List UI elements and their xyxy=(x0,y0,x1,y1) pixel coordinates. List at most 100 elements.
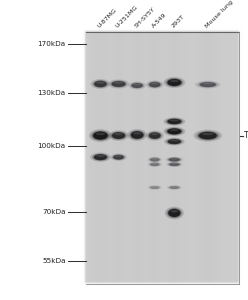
Ellipse shape xyxy=(202,133,214,135)
Ellipse shape xyxy=(93,154,108,160)
Ellipse shape xyxy=(108,80,129,88)
Ellipse shape xyxy=(167,139,182,144)
Ellipse shape xyxy=(112,132,125,139)
Ellipse shape xyxy=(203,83,213,84)
Ellipse shape xyxy=(168,209,180,217)
Ellipse shape xyxy=(93,131,108,140)
Ellipse shape xyxy=(148,81,162,88)
Ellipse shape xyxy=(165,207,184,219)
Ellipse shape xyxy=(152,186,158,187)
Ellipse shape xyxy=(149,157,161,162)
Text: Mouse lung: Mouse lung xyxy=(204,0,234,29)
Ellipse shape xyxy=(93,80,109,88)
Ellipse shape xyxy=(91,79,110,89)
Ellipse shape xyxy=(170,210,178,213)
Ellipse shape xyxy=(168,128,181,134)
Text: U-87MG: U-87MG xyxy=(97,8,118,29)
Ellipse shape xyxy=(149,82,161,88)
Ellipse shape xyxy=(169,186,180,189)
Ellipse shape xyxy=(89,129,112,142)
Ellipse shape xyxy=(133,132,141,135)
Ellipse shape xyxy=(110,131,127,140)
Ellipse shape xyxy=(94,81,107,87)
Ellipse shape xyxy=(168,119,181,124)
Ellipse shape xyxy=(165,128,183,135)
Ellipse shape xyxy=(129,130,145,140)
Ellipse shape xyxy=(169,163,180,166)
Ellipse shape xyxy=(166,138,183,145)
Ellipse shape xyxy=(166,185,182,190)
Ellipse shape xyxy=(111,81,126,87)
Ellipse shape xyxy=(110,80,127,88)
Text: TRPC7: TRPC7 xyxy=(244,131,248,140)
Ellipse shape xyxy=(169,186,179,189)
Ellipse shape xyxy=(193,130,222,142)
Ellipse shape xyxy=(96,82,104,84)
Ellipse shape xyxy=(167,157,182,162)
Ellipse shape xyxy=(91,130,110,141)
Ellipse shape xyxy=(168,139,181,144)
Ellipse shape xyxy=(170,140,179,141)
Text: 293T: 293T xyxy=(171,14,186,29)
Ellipse shape xyxy=(167,79,182,86)
Ellipse shape xyxy=(150,158,159,161)
Ellipse shape xyxy=(146,130,164,141)
Ellipse shape xyxy=(169,163,180,166)
Ellipse shape xyxy=(200,82,216,87)
Ellipse shape xyxy=(108,130,129,141)
Ellipse shape xyxy=(198,131,218,140)
Ellipse shape xyxy=(131,83,143,88)
Ellipse shape xyxy=(114,82,123,84)
Text: U-251MG: U-251MG xyxy=(115,5,139,29)
Ellipse shape xyxy=(150,163,159,166)
Ellipse shape xyxy=(133,84,141,85)
Ellipse shape xyxy=(165,78,183,87)
Ellipse shape xyxy=(94,81,107,87)
Ellipse shape xyxy=(128,82,146,89)
Ellipse shape xyxy=(167,128,182,135)
Ellipse shape xyxy=(171,158,178,159)
Ellipse shape xyxy=(163,77,185,88)
Ellipse shape xyxy=(150,186,159,189)
Ellipse shape xyxy=(130,82,144,89)
Ellipse shape xyxy=(163,117,185,126)
Ellipse shape xyxy=(149,162,161,167)
Ellipse shape xyxy=(150,186,160,189)
Ellipse shape xyxy=(149,132,161,139)
Ellipse shape xyxy=(114,133,123,135)
Ellipse shape xyxy=(150,163,160,166)
Ellipse shape xyxy=(147,185,162,190)
Text: 170kDa: 170kDa xyxy=(38,40,66,46)
Ellipse shape xyxy=(168,79,181,86)
Ellipse shape xyxy=(96,133,105,135)
Ellipse shape xyxy=(168,186,181,189)
Ellipse shape xyxy=(195,81,221,88)
Ellipse shape xyxy=(151,133,158,135)
Ellipse shape xyxy=(168,158,181,162)
Ellipse shape xyxy=(170,119,179,121)
Ellipse shape xyxy=(163,127,185,136)
Ellipse shape xyxy=(151,82,158,84)
Ellipse shape xyxy=(199,132,217,139)
Ellipse shape xyxy=(92,153,109,161)
Ellipse shape xyxy=(169,158,180,161)
Ellipse shape xyxy=(149,186,161,189)
Text: SH-SY5Y: SH-SY5Y xyxy=(134,7,156,29)
Ellipse shape xyxy=(164,138,185,146)
Ellipse shape xyxy=(93,132,108,140)
Ellipse shape xyxy=(147,162,162,167)
Ellipse shape xyxy=(90,153,111,162)
Ellipse shape xyxy=(131,131,143,139)
Ellipse shape xyxy=(150,158,160,162)
Text: 70kDa: 70kDa xyxy=(42,208,66,214)
Ellipse shape xyxy=(165,118,183,125)
Ellipse shape xyxy=(94,154,107,160)
Text: 130kDa: 130kDa xyxy=(38,90,66,96)
Ellipse shape xyxy=(168,208,181,217)
Ellipse shape xyxy=(166,162,183,167)
Text: A-549: A-549 xyxy=(151,12,168,29)
Ellipse shape xyxy=(167,118,182,124)
Ellipse shape xyxy=(127,129,147,141)
Ellipse shape xyxy=(196,131,219,140)
Ellipse shape xyxy=(171,163,178,164)
